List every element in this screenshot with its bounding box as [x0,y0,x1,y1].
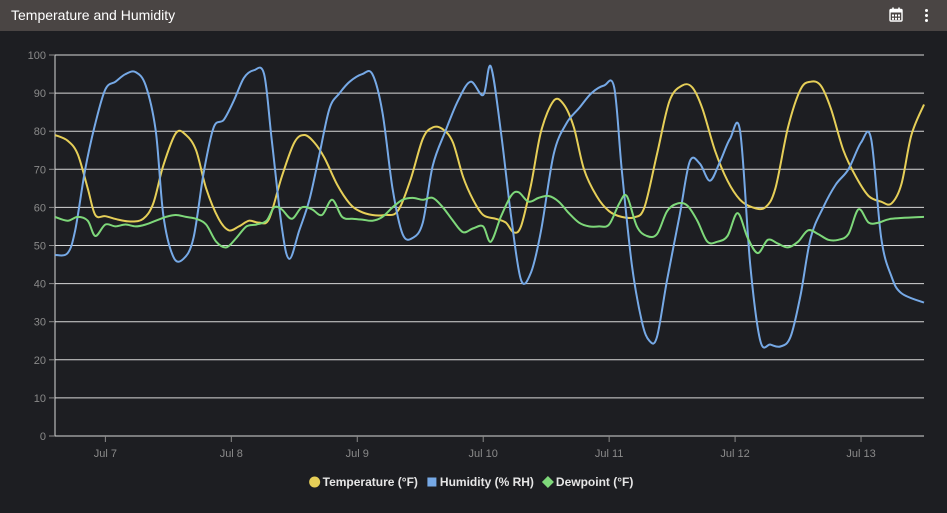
legend-label-dewpoint-f: Dewpoint (°F) [556,475,633,489]
panel-title: Temperature and Humidity [11,7,176,23]
y-tick-label: 20 [34,355,46,367]
series-line-temperature-f [55,80,925,234]
x-tick-label: Jul 10 [469,448,498,460]
series-line-humidity-rh [55,64,925,349]
more-vertical-icon[interactable] [921,7,933,23]
series-line-dewpoint-f [55,190,925,255]
y-tick-label: 80 [34,126,46,138]
legend-label-humidity-rh: Humidity (% RH) [440,475,534,489]
x-axis-ticks: Jul 7 Jul 8 Jul 9 Jul 10 Jul 11 Jul 12 Jul 13 [94,436,876,460]
chart-series [55,64,925,349]
legend-marker-humidity-rh [427,477,437,487]
x-tick-label: Jul 11 [595,448,624,460]
y-tick-label: 100 [28,50,46,62]
x-tick-label: Jul 8 [220,448,243,460]
x-tick-label: Jul 9 [346,448,369,460]
y-tick-label: 90 [34,88,46,100]
x-tick-label: Jul 7 [94,448,117,460]
x-tick-label: Jul 12 [720,448,749,460]
y-tick-label: 40 [34,279,46,291]
y-tick-label: 70 [34,164,46,176]
y-axis-ticks: 0 10 20 30 40 50 60 70 80 90 100 [28,50,55,443]
legend-marker-dewpoint-f [541,476,554,488]
y-tick-label: 50 [34,241,46,253]
y-tick-label: 0 [40,431,46,443]
chart-legend: Temperature (°F) Humidity (% RH) Dewpoint … [309,475,633,489]
y-tick-label: 30 [34,317,46,329]
y-tick-label: 10 [34,393,46,405]
calendar-icon[interactable] [889,7,903,27]
legend-label-temperature-f: Temperature (°F) [323,475,418,489]
x-tick-label: Jul 13 [846,448,875,460]
legend-marker-temperature-f [309,476,321,488]
panel-header: Temperature and Humidity [0,0,947,31]
y-tick-label: 60 [34,202,46,214]
